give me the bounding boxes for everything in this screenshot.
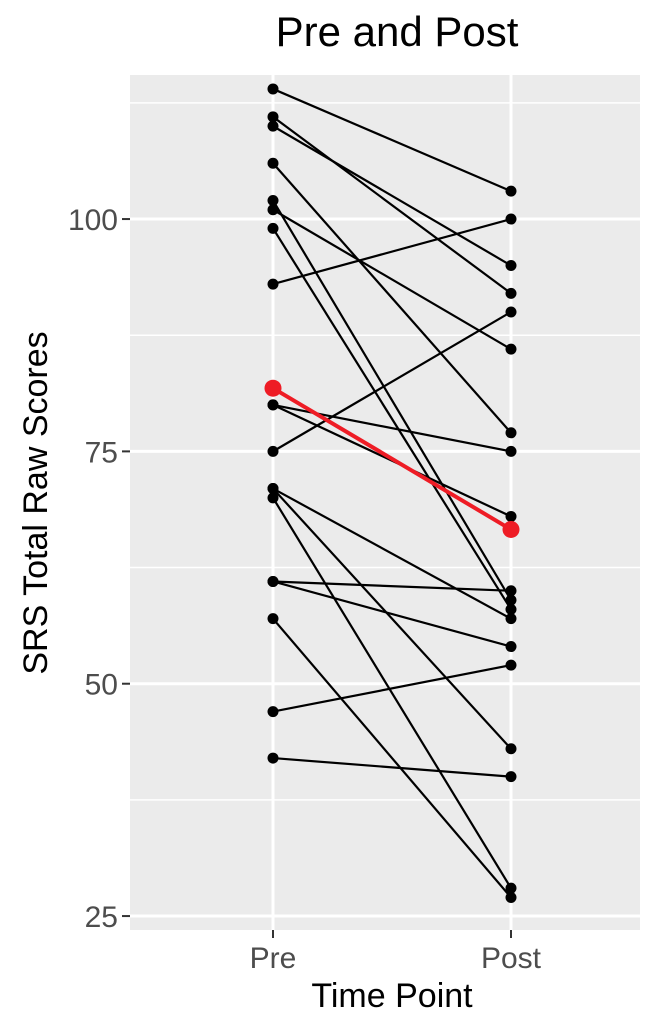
chart-title: Pre and Post (276, 8, 519, 55)
subject-points (267, 83, 517, 903)
subject-line (272, 125, 512, 267)
x-axis-title: Time Point (311, 977, 473, 1012)
subject-point (267, 483, 279, 495)
subject-line (272, 580, 512, 648)
subject-point (267, 706, 279, 718)
subject-point (505, 585, 517, 597)
subject-point (267, 575, 279, 587)
subject-point (267, 278, 279, 290)
subject-point (267, 222, 279, 234)
subject-line (272, 487, 512, 750)
subject-line (272, 756, 512, 778)
subject-point (505, 260, 517, 272)
y-tick-label: 50 (85, 669, 118, 702)
y-tick-label: 100 (68, 204, 118, 237)
x-tick-label: Pre (250, 942, 297, 975)
subject-point (505, 743, 517, 755)
subject-line (272, 199, 512, 601)
subject-point (505, 603, 517, 615)
subject-point (267, 492, 279, 504)
x-axis: Pre Post (250, 930, 542, 975)
subject-line (272, 311, 512, 453)
subject-line (272, 208, 512, 351)
subject-lines (272, 87, 512, 899)
y-axis: 25 50 75 100 (68, 204, 130, 934)
subject-point (505, 306, 517, 318)
mean-point (502, 520, 520, 538)
subject-line (272, 87, 512, 193)
subject-point (505, 613, 517, 625)
mean-layer (264, 379, 520, 538)
subject-point (505, 343, 517, 355)
subject-point (505, 641, 517, 653)
subject-point (267, 399, 279, 411)
subject-point (505, 185, 517, 197)
subject-line (272, 664, 512, 713)
y-tick-label: 75 (85, 436, 118, 469)
subject-line (272, 617, 512, 899)
subject-line (272, 227, 512, 610)
subject-point (267, 157, 279, 169)
subject-point (267, 445, 279, 457)
subject-line (272, 497, 512, 889)
subject-point (505, 891, 517, 903)
subject-point (267, 613, 279, 625)
subject-point (505, 427, 517, 439)
subject-point (267, 111, 279, 123)
subject-line (272, 217, 512, 286)
plot-panel (130, 75, 640, 930)
subject-point (267, 204, 279, 216)
subject-point (505, 287, 517, 299)
subject-point (505, 445, 517, 457)
subject-point (505, 882, 517, 894)
mean-line (271, 386, 513, 532)
subject-point (267, 752, 279, 764)
subject-point (505, 213, 517, 225)
subject-point (505, 771, 517, 783)
subject-point (505, 510, 517, 522)
subject-point (267, 83, 279, 95)
subject-line (272, 115, 512, 295)
subject-point (267, 194, 279, 206)
subject-line (272, 487, 512, 620)
subject-point (267, 120, 279, 132)
x-tick-label: Post (481, 942, 542, 975)
mean-point (264, 379, 282, 397)
subject-line (272, 162, 512, 434)
y-tick-label: 25 (85, 901, 118, 934)
y-axis-title: SRS Total Raw Scores (17, 331, 55, 674)
subject-line (272, 580, 512, 592)
subject-point (505, 594, 517, 606)
subject-point (505, 659, 517, 671)
